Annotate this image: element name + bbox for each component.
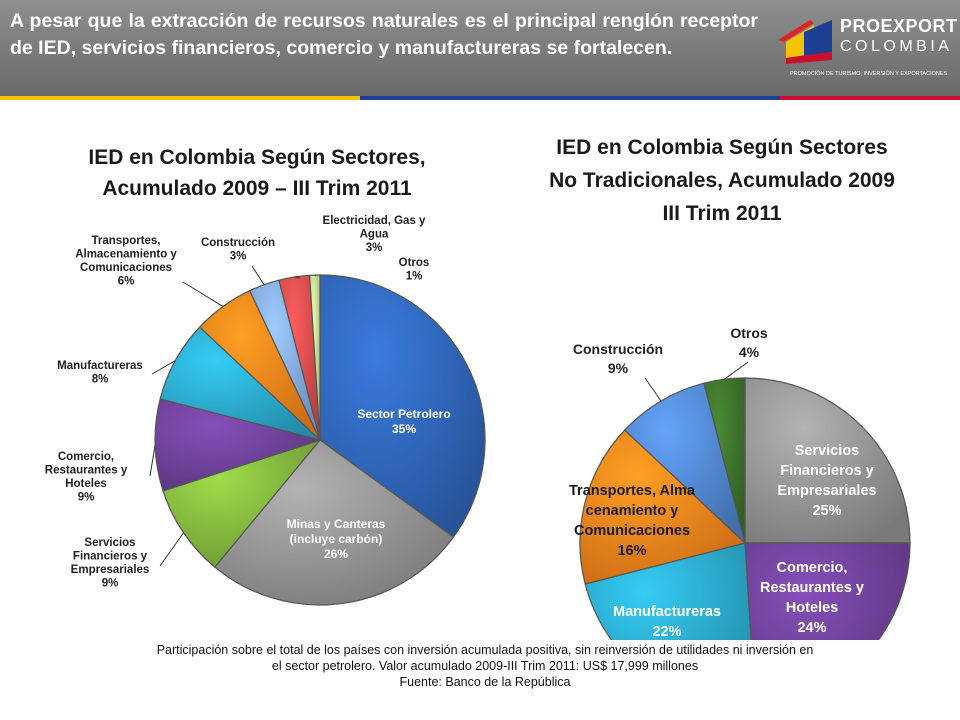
leader-otros bbox=[724, 361, 749, 380]
footnote: Participación sobre el total de los país… bbox=[90, 642, 880, 690]
label-servicios-financieros-y-empresariales: Servicios Financieros y Empresariales 9% bbox=[71, 537, 150, 590]
charts-area: IED en Colombia Según Sectores, Acumulado… bbox=[45, 136, 911, 640]
chart2-title-line: No Tradicionales, Acumulado 2009 bbox=[549, 169, 895, 192]
pie2-slice-construccion bbox=[623, 382, 747, 545]
logo-tagline: PROMOCIÓN DE TURISMO, INVERSIÓN Y EXPORT… bbox=[790, 71, 949, 77]
leader-otros bbox=[314, 274, 317, 277]
pie2-slice-comercio-restaurantes-y-hoteles bbox=[744, 542, 911, 640]
logo-name-line1: PROEXPORT bbox=[840, 16, 958, 36]
headline: A pesar que la extracción de recursos na… bbox=[10, 10, 758, 59]
pie2-slice-transportes-almacenamiento-y-comunicaciones bbox=[579, 429, 747, 585]
pie-chart-sectors: IED en Colombia Según Sectores, Acumulado… bbox=[45, 146, 486, 606]
label-minas-y-canteras: Minas y Canteras (incluye carbón) 26% bbox=[287, 517, 386, 561]
chart1-title-line: IED en Colombia Según Sectores, bbox=[88, 146, 425, 169]
label-comercio-restaurantes-y-hoteles: Comercio, Restaurantes y Hoteles 9% bbox=[45, 451, 128, 504]
footnote-source: Fuente: Banco de la República bbox=[399, 675, 571, 689]
leader-electricidad-gas-y-agua bbox=[294, 276, 301, 279]
label-construccion: Construcción 3% bbox=[201, 237, 275, 263]
label-comercio-restaurantes: Comercio, Restaurantes y Hoteles 24% bbox=[760, 560, 864, 636]
pie-chart-non-traditional: IED en Colombia Según Sectores No Tradici… bbox=[549, 136, 911, 640]
pie2-slice-manufactureras bbox=[584, 542, 752, 640]
leader-comercio-restaurantes-y-hoteles bbox=[149, 445, 156, 477]
proexport-logo: PROEXPORT COLOMBIA PROMOCIÓN DE TURISMO,… bbox=[774, 14, 957, 84]
leader-construccion bbox=[644, 377, 662, 402]
footnote-line-1: Participación sobre el total de los país… bbox=[156, 643, 814, 657]
label-sector-petrolero: Sector Petrolero 35% bbox=[357, 407, 450, 436]
pie1-slice-minas-y-canteras-incluye-carbon bbox=[213, 439, 455, 606]
label-manufactureras: Manufactureras 22% bbox=[613, 604, 721, 640]
pie1-slice-comercio-restaurantes-y-hoteles bbox=[154, 398, 323, 492]
label-construccion: Construcción 9% bbox=[573, 341, 663, 376]
footnote-line-2: el sector petrolero. Valor acumulado 200… bbox=[271, 659, 699, 673]
chart1-title-line: Acumulado 2009 – III Trim 2011 bbox=[102, 177, 412, 200]
leader-manufactureras bbox=[151, 360, 176, 375]
chart2-title-line: III Trim 2011 bbox=[662, 202, 781, 225]
leader-servicios-financieros-y-empresariales bbox=[159, 532, 184, 567]
pie1-slice-sector-petrolero bbox=[319, 274, 486, 538]
pie1-slice-servicios-financieros-y-empresariales bbox=[162, 438, 322, 568]
leader-construccion bbox=[251, 265, 265, 286]
logo-house-icon bbox=[778, 20, 832, 64]
label-transportes-almacenamiento-y-comunicaciones: Transportes, Almacenamiento y Comunicacion… bbox=[75, 235, 177, 288]
header-banner: A pesar que la extracción de recursos na… bbox=[0, 0, 960, 96]
label-otros: Otros 1% bbox=[399, 257, 430, 283]
label-electricidad-gas-y-agua: Electricidad, Gas y Agua 3% bbox=[323, 215, 427, 254]
color-stripes bbox=[0, 96, 960, 100]
leader-transportes-almacenamiento-y-comunicaciones bbox=[182, 281, 224, 307]
chart2-title-line: IED en Colombia Según Sectores bbox=[556, 136, 887, 159]
label-otros: Otros 4% bbox=[730, 325, 768, 360]
label-manufactureras: Manufactureras 8% bbox=[57, 360, 143, 386]
logo-name-line2: COLOMBIA bbox=[840, 38, 953, 55]
label-transportes: Transportes, Alma cenamiento y Comunicacio… bbox=[569, 483, 696, 559]
label-servicios-financieros: Servicios Financieros y Empresariales 25% bbox=[777, 443, 876, 519]
pie2-slice-servicios-financieros-y-empresariales bbox=[744, 377, 911, 544]
